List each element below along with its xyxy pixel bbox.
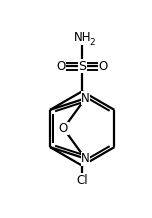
Text: N: N: [81, 92, 90, 105]
Text: S: S: [78, 60, 86, 73]
Text: O: O: [99, 60, 108, 73]
Text: N: N: [81, 152, 90, 165]
Text: O: O: [59, 122, 68, 135]
Text: 2: 2: [89, 38, 95, 47]
Text: Cl: Cl: [76, 174, 88, 187]
Text: NH: NH: [73, 31, 91, 44]
Text: O: O: [56, 60, 66, 73]
